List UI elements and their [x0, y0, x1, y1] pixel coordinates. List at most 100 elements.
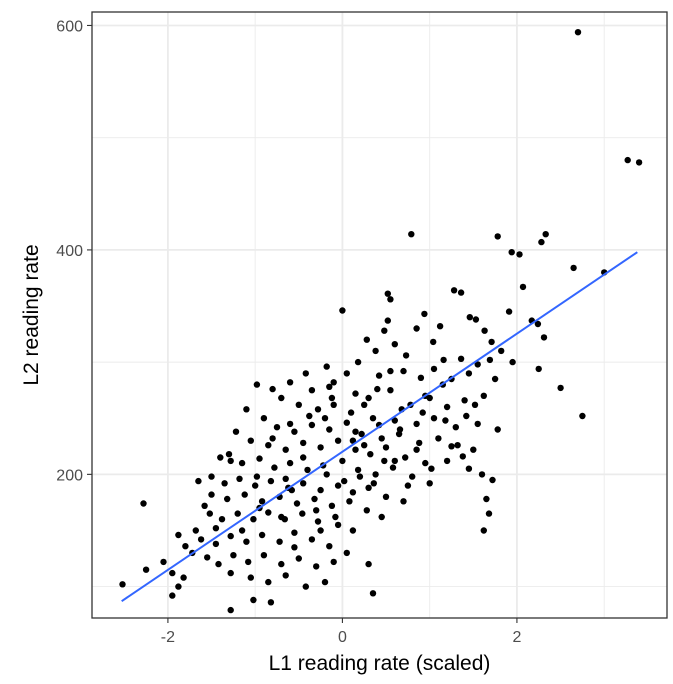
data-point	[579, 412, 586, 420]
data-point	[208, 491, 215, 498]
data-point	[288, 486, 295, 494]
data-point	[457, 355, 465, 362]
data-point	[384, 290, 391, 297]
data-point	[195, 477, 202, 485]
data-point	[481, 327, 488, 334]
data-point	[352, 390, 359, 397]
data-point	[227, 606, 234, 614]
data-point	[227, 569, 234, 577]
data-point	[480, 392, 487, 399]
data-point	[253, 381, 261, 388]
data-point	[457, 289, 465, 296]
data-point	[419, 409, 426, 416]
data-point	[282, 475, 289, 482]
x-axis-ticks: -2 0 2	[161, 618, 521, 646]
data-point	[426, 480, 433, 487]
data-point	[624, 156, 631, 164]
data-point	[472, 316, 480, 323]
data-point	[247, 437, 254, 444]
data-point	[278, 560, 285, 568]
data-point	[354, 466, 362, 474]
data-point	[334, 521, 342, 529]
data-point	[323, 363, 330, 370]
data-point	[278, 513, 285, 521]
data-point	[404, 482, 412, 489]
data-point	[343, 549, 350, 557]
data-point	[391, 341, 398, 348]
data-point	[343, 370, 350, 377]
data-point	[299, 510, 306, 517]
data-point	[265, 578, 272, 586]
data-point	[311, 495, 318, 503]
data-point	[435, 435, 442, 442]
data-point	[286, 459, 294, 467]
data-point	[300, 454, 307, 461]
data-point	[358, 430, 365, 438]
data-point	[225, 451, 233, 458]
data-point	[212, 540, 220, 548]
data-point	[391, 457, 398, 465]
data-point	[365, 560, 372, 568]
data-point	[265, 442, 272, 449]
data-point	[323, 471, 330, 478]
data-point	[516, 251, 523, 258]
data-point	[417, 374, 425, 381]
data-point	[256, 455, 263, 462]
data-point	[206, 510, 213, 517]
data-point	[505, 308, 513, 315]
data-point	[440, 356, 447, 364]
data-point	[498, 347, 505, 355]
data-point	[317, 486, 324, 494]
data-point	[508, 249, 515, 256]
data-point	[413, 446, 420, 453]
data-point	[459, 453, 466, 460]
data-point	[349, 489, 357, 496]
data-point	[374, 385, 381, 393]
data-point	[387, 367, 394, 375]
data-points	[119, 29, 643, 614]
data-point	[201, 502, 208, 509]
data-point	[258, 498, 266, 505]
data-point	[304, 466, 311, 474]
data-point	[430, 365, 438, 373]
data-point	[635, 159, 643, 166]
data-point	[421, 310, 428, 318]
data-point	[300, 439, 307, 447]
data-point	[243, 406, 250, 413]
data-point	[452, 424, 459, 431]
data-point	[509, 358, 516, 366]
data-point	[247, 574, 254, 581]
data-point	[343, 419, 350, 426]
panel-border	[91, 11, 668, 619]
data-point	[160, 558, 167, 566]
data-point	[142, 566, 150, 573]
data-point	[258, 531, 266, 539]
data-point	[317, 527, 324, 534]
data-point	[369, 590, 377, 597]
data-point	[408, 231, 415, 238]
data-point	[260, 552, 268, 559]
data-point	[317, 444, 324, 451]
data-point	[282, 572, 289, 579]
data-point	[382, 493, 390, 500]
data-point	[291, 544, 298, 551]
data-point	[334, 482, 342, 489]
data-point	[346, 498, 353, 505]
data-point	[542, 231, 549, 238]
data-point	[436, 323, 444, 330]
data-point	[295, 401, 302, 408]
data-point	[321, 415, 329, 422]
data-point	[465, 370, 473, 377]
data-point	[269, 385, 276, 393]
data-point	[430, 415, 438, 422]
data-point	[218, 516, 226, 523]
data-point	[208, 473, 215, 480]
data-point	[463, 412, 470, 420]
data-point	[250, 516, 257, 523]
data-point	[349, 527, 357, 534]
data-point	[265, 509, 272, 516]
grid-lines	[92, 12, 667, 618]
data-point	[361, 401, 368, 408]
data-point	[534, 320, 542, 328]
data-point	[381, 327, 388, 334]
